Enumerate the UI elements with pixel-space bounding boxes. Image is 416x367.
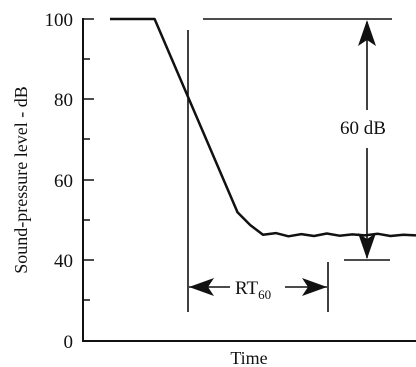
db-label: 60 dB (340, 118, 386, 139)
y-tick-label-60: 60 (54, 171, 73, 192)
y-tick-label-100: 100 (45, 10, 74, 31)
y-axis-title: Sound-pressure level - dB (11, 86, 31, 273)
y-tick-label-40: 40 (54, 251, 73, 272)
db-arrowhead-top (358, 20, 376, 46)
db-arrowhead-bottom (358, 233, 376, 259)
x-axis-title: Time (230, 348, 267, 367)
series-line (110, 17, 416, 238)
rt-label: RT60 (235, 278, 271, 302)
rt-arrowhead-right (302, 278, 327, 296)
rt-arrowhead-left (189, 278, 214, 296)
y-tick-label-0: 0 (64, 332, 74, 353)
y-tick-label-80: 80 (54, 90, 73, 111)
rt-label-subscript: 60 (258, 287, 271, 302)
